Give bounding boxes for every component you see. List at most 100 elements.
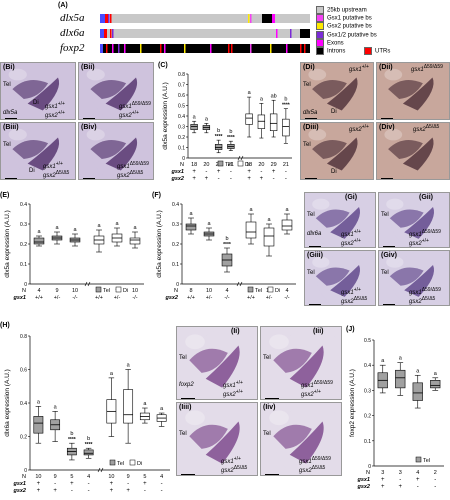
binding-site-mark <box>228 44 230 53</box>
g1-name: gsx1 <box>221 459 234 465</box>
gsx1-value: - <box>205 169 207 175</box>
g2-name: gsx2 <box>409 299 422 305</box>
genotype-g1: gsx1Δ59/Δ59 <box>301 380 333 390</box>
gene-label: dlx6a <box>307 231 321 237</box>
highlight <box>386 198 404 210</box>
gene-name: dlx5a <box>303 110 318 116</box>
legend-swatch <box>115 286 122 293</box>
binding-site-mark <box>210 44 212 53</box>
gene-label: dlx5a <box>3 110 17 116</box>
box-tel <box>33 406 44 444</box>
panel-label-a: (A) <box>58 2 68 9</box>
y-tick-label: 0.4 <box>178 114 185 120</box>
box-iqr <box>269 113 278 132</box>
row-label: gsx2 <box>164 295 178 301</box>
y-tick-label: 0.3 <box>178 125 185 131</box>
genotype-g1: gsx1+/+ <box>221 457 241 466</box>
significance-letter: b <box>284 97 287 103</box>
n-value: 21 <box>283 162 289 168</box>
g1-name: gsx1 <box>409 232 422 238</box>
panel-label-j: (J) <box>346 326 355 333</box>
g2-allele: Δ5/Δ5 <box>55 170 70 176</box>
scale-bar <box>309 304 321 305</box>
significance-letter: a <box>110 371 114 377</box>
gsx1-value: - <box>127 481 129 487</box>
highlight <box>308 128 327 141</box>
genotype-value: -/- <box>224 295 229 301</box>
gsx1-value: + <box>272 169 276 175</box>
stain-diencephalon <box>27 137 60 171</box>
gsx1-value: + <box>192 169 196 175</box>
significance-letter: a <box>54 404 58 410</box>
significance-letter: a <box>73 227 77 233</box>
track-segment <box>100 44 103 53</box>
y-tick-label: 0.3 <box>172 222 179 228</box>
significance-letter: a <box>248 90 252 96</box>
g1-allele: +/+ <box>235 380 243 386</box>
gsx1-value: + <box>110 481 114 487</box>
legend-label: Tel <box>103 288 110 294</box>
gene-label: foxp2 <box>179 382 194 388</box>
g1-allele: Δ59/Δ59 <box>313 380 333 386</box>
legend-item: UTRs <box>364 47 390 55</box>
n-value: 3 <box>381 470 384 476</box>
gene-label-dlx5a: dlx5a <box>60 12 85 24</box>
stain-diencephalon <box>326 137 358 171</box>
g2-allele: +/+ <box>131 110 139 116</box>
genotype-value: +/- <box>266 295 273 301</box>
g-name: gsx1 <box>411 67 424 73</box>
genotype-g2: gsx2Δ5/Δ5 <box>299 466 325 475</box>
binding-site-mark <box>106 44 108 53</box>
box-tel <box>83 447 94 459</box>
gsx1-value: - <box>399 477 401 483</box>
y-tick-label: 0.4 <box>20 401 27 407</box>
track-segment <box>262 14 272 23</box>
legend-label: Gsx2 putative bs <box>327 23 372 30</box>
legend-swatch <box>316 22 324 31</box>
g1-name: gsx1 <box>223 383 236 389</box>
row-label: N <box>22 474 26 480</box>
gsx1-value: + <box>70 481 74 487</box>
panel-label-b2: (Bii) <box>81 64 95 71</box>
highlight <box>86 128 105 141</box>
highlight <box>269 334 289 350</box>
y-tick-label: 0 <box>24 468 27 474</box>
genotype-g1: gsx1+/+ <box>45 102 65 111</box>
highlight <box>185 334 205 350</box>
gsx2-value: - <box>218 176 220 182</box>
row-label: gsx2 <box>12 488 26 494</box>
gsx1-value: + <box>143 481 147 487</box>
tel-label: Tel <box>303 142 311 148</box>
stain-telencephalon <box>189 424 228 449</box>
g1-name: gsx1 <box>299 459 312 465</box>
significance-letter: a <box>55 225 59 231</box>
panel-label-b1: (Bi) <box>3 64 15 71</box>
box-di <box>111 227 123 247</box>
gsx1-value: - <box>230 169 232 175</box>
legend-swatch <box>247 286 254 293</box>
y-tick-label: 0.6 <box>178 93 185 99</box>
row-label: N <box>366 470 370 476</box>
stain-telencephalon <box>312 80 347 99</box>
box-iqr <box>214 144 223 150</box>
g-name: gsx2 <box>349 127 362 133</box>
y-axis-label: dlx5a expression (A.U.) <box>156 210 163 278</box>
track-segment <box>100 14 105 23</box>
legend-swatch <box>129 459 136 466</box>
legend-swatch <box>237 160 244 167</box>
box-tel <box>412 374 423 409</box>
stain-diencephalon <box>105 137 138 171</box>
box-di <box>263 223 275 257</box>
gene-name: foxp2 <box>179 382 194 388</box>
row-label: N <box>22 288 26 294</box>
highlight <box>8 68 27 81</box>
g1-name: gsx1 <box>301 383 314 389</box>
tel-label: Tel <box>179 355 187 361</box>
box-di <box>129 231 141 249</box>
g2-allele: Δ5/Δ5 <box>353 296 368 302</box>
gsx1-value: + <box>217 169 221 175</box>
y-tick-label: 0.1 <box>364 439 371 445</box>
binding-site-mark <box>286 44 288 53</box>
genotype-value: +/+ <box>247 295 255 301</box>
